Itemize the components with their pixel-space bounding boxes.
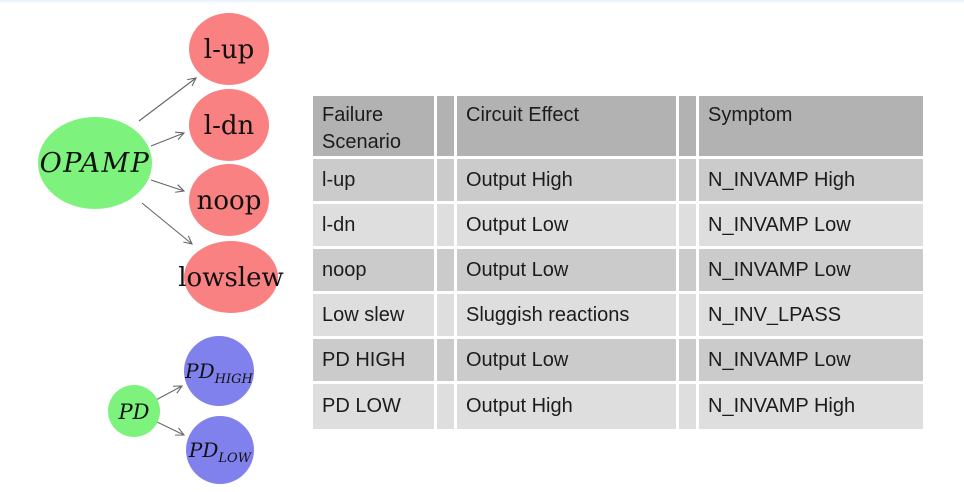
opamp-root-node bbox=[38, 117, 152, 209]
fault-tree-diagram: OPAMP l-up l-dn noop lowslew PD PDHIGH P… bbox=[38, 13, 284, 484]
cell-symptom: N_INVAMP High bbox=[699, 159, 923, 204]
node-pd-low-label: PDLOW bbox=[188, 438, 253, 466]
cell-spacer bbox=[437, 204, 457, 249]
cell-scenario: PD HIGH bbox=[313, 339, 437, 384]
arrow-opamp-noop bbox=[150, 179, 186, 193]
cell-symptom: N_INVAMP High bbox=[699, 384, 923, 429]
pd-root-node bbox=[108, 385, 160, 437]
pd-high-subscript: HIGH bbox=[214, 372, 254, 387]
node-l-up-label: l-up bbox=[204, 35, 255, 65]
cell-spacer bbox=[437, 339, 457, 384]
table-row: PD HIGH Output Low N_INVAMP Low bbox=[313, 339, 923, 384]
pd-tree-arrows bbox=[153, 385, 186, 436]
cell-effect: Output High bbox=[457, 384, 679, 429]
node-pd-low bbox=[186, 416, 254, 484]
table-row: l-up Output High N_INVAMP High bbox=[313, 159, 923, 204]
table-row: l-dn Output Low N_INVAMP Low bbox=[313, 204, 923, 249]
cell-effect: Output Low bbox=[457, 204, 679, 249]
node-l-up bbox=[189, 13, 269, 85]
cell-spacer bbox=[437, 294, 457, 339]
cell-spacer bbox=[679, 249, 699, 294]
node-pd-high-label: PDHIGH bbox=[184, 359, 253, 387]
cell-symptom: N_INVAMP Low bbox=[699, 249, 923, 294]
cell-effect: Output High bbox=[457, 159, 679, 204]
pd-low-main: PD bbox=[188, 438, 219, 462]
cell-spacer bbox=[437, 384, 457, 429]
cell-spacer bbox=[679, 384, 699, 429]
node-noop-label: noop bbox=[197, 186, 262, 216]
cell-spacer bbox=[679, 204, 699, 249]
table-row: noop Output Low N_INVAMP Low bbox=[313, 249, 923, 294]
cell-effect: Output Low bbox=[457, 339, 679, 384]
cell-symptom: N_INVAMP Low bbox=[699, 339, 923, 384]
header-symptom: Symptom bbox=[699, 96, 923, 159]
table-row: PD LOW Output High N_INVAMP High bbox=[313, 384, 923, 429]
opamp-root-label: OPAMP bbox=[40, 148, 151, 179]
pd-high-main: PD bbox=[184, 359, 215, 383]
cell-symptom: N_INV_LPASS bbox=[699, 294, 923, 339]
window-top-edge bbox=[0, 0, 964, 4]
cell-spacer bbox=[437, 159, 457, 204]
cell-scenario: l-dn bbox=[313, 204, 437, 249]
arrow-opamp-ldn bbox=[150, 131, 186, 147]
cell-symptom: N_INVAMP Low bbox=[699, 204, 923, 249]
arrow-pd-high bbox=[153, 385, 184, 402]
header-circuit-effect: Circuit Effect bbox=[457, 96, 679, 159]
node-l-dn-label: l-dn bbox=[204, 111, 255, 141]
node-noop bbox=[189, 164, 269, 236]
cell-effect: Output Low bbox=[457, 249, 679, 294]
cell-spacer bbox=[679, 294, 699, 339]
arrow-pd-low bbox=[154, 420, 186, 436]
node-lowslew-label: lowslew bbox=[178, 263, 284, 293]
cell-spacer bbox=[437, 249, 457, 294]
pd-root-label: PD bbox=[118, 400, 150, 424]
cell-scenario: Low slew bbox=[313, 294, 437, 339]
node-lowslew bbox=[184, 241, 278, 313]
cell-scenario: l-up bbox=[313, 159, 437, 204]
cell-spacer bbox=[679, 159, 699, 204]
table-header-row: Failure Scenario Circuit Effect Symptom bbox=[313, 96, 923, 159]
arrow-opamp-lowslew bbox=[141, 202, 193, 245]
header-spacer-2 bbox=[679, 96, 699, 159]
arrow-opamp-lup bbox=[138, 77, 197, 122]
header-failure-scenario: Failure Scenario bbox=[313, 96, 437, 159]
node-l-dn bbox=[189, 89, 269, 161]
cell-spacer bbox=[679, 339, 699, 384]
failure-scenario-table: Failure Scenario Circuit Effect Symptom … bbox=[313, 96, 923, 429]
table-row: Low slew Sluggish reactions N_INV_LPASS bbox=[313, 294, 923, 339]
cell-scenario: PD LOW bbox=[313, 384, 437, 429]
pd-low-subscript: LOW bbox=[217, 451, 252, 466]
header-spacer-1 bbox=[437, 96, 457, 159]
cell-effect: Sluggish reactions bbox=[457, 294, 679, 339]
opamp-tree-arrows bbox=[138, 77, 197, 245]
cell-scenario: noop bbox=[313, 249, 437, 294]
node-pd-high bbox=[184, 336, 254, 406]
